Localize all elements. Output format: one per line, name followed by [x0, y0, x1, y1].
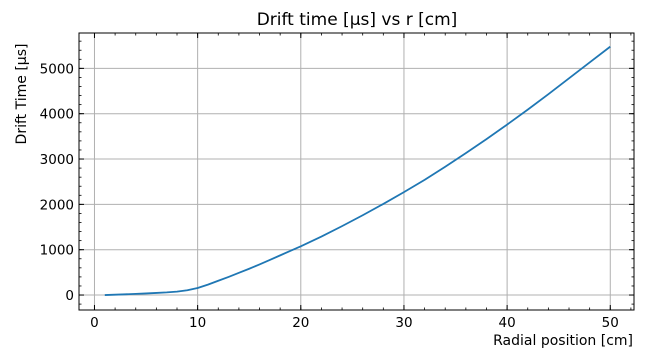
- x-tick-label: 10: [189, 315, 206, 331]
- y-tick-label: 1000: [40, 243, 74, 259]
- y-tick-label: 4000: [40, 107, 74, 123]
- x-tick-label: 20: [292, 315, 309, 331]
- tick-labels: 0 10 20 30 40 50 0 1000 2000 3000 4000 5000: [40, 61, 619, 331]
- x-tick-label: 40: [499, 315, 516, 331]
- y-tick-label: 5000: [40, 61, 74, 77]
- plot-frame: [78, 32, 635, 311]
- x-axis-label: Radial position [cm]: [493, 333, 633, 349]
- x-tick-label: 30: [395, 315, 412, 331]
- plot-area: [104, 45, 611, 296]
- y-tick-label: 0: [65, 288, 74, 304]
- x-tick-label: 0: [90, 315, 99, 331]
- x-tick-label: 50: [602, 315, 619, 331]
- y-axis-label: Drift Time [μs]: [14, 44, 30, 145]
- chart-title: Drift time [μs] vs r [cm]: [257, 10, 458, 30]
- grid-lines: [79, 33, 634, 310]
- series-line-0: [104, 45, 611, 296]
- y-tick-label: 3000: [40, 152, 74, 168]
- y-tick-label: 2000: [40, 197, 74, 213]
- axis-ticks: [79, 33, 634, 310]
